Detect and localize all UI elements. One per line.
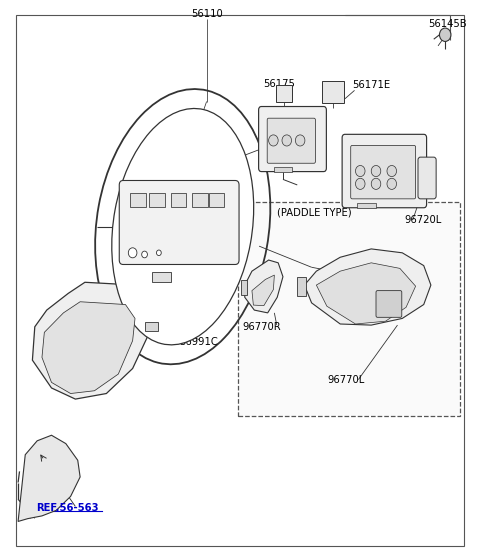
FancyBboxPatch shape — [351, 145, 416, 199]
Circle shape — [387, 165, 396, 177]
Circle shape — [356, 178, 365, 190]
Circle shape — [387, 178, 396, 190]
Circle shape — [282, 135, 291, 146]
Circle shape — [356, 165, 365, 177]
FancyBboxPatch shape — [119, 181, 239, 264]
Text: REF.56-563: REF.56-563 — [36, 503, 98, 513]
Text: 56145B: 56145B — [429, 18, 467, 29]
FancyBboxPatch shape — [418, 157, 436, 199]
Text: 96770L: 96770L — [327, 375, 365, 385]
Bar — [149, 193, 165, 207]
Ellipse shape — [112, 108, 254, 345]
FancyBboxPatch shape — [342, 134, 427, 208]
Bar — [152, 272, 171, 282]
Bar — [192, 193, 207, 207]
Polygon shape — [245, 260, 283, 313]
Bar — [171, 193, 186, 207]
Bar — [209, 193, 224, 207]
Bar — [144, 322, 158, 331]
Text: 96720L: 96720L — [405, 215, 442, 225]
Text: 56175: 56175 — [263, 79, 295, 89]
Bar — [275, 167, 292, 172]
Bar — [357, 203, 376, 209]
Bar — [241, 280, 247, 295]
Polygon shape — [304, 249, 431, 325]
Bar — [297, 277, 306, 296]
Polygon shape — [33, 282, 152, 399]
Text: 56991C: 56991C — [179, 337, 217, 347]
Bar — [276, 85, 292, 102]
Polygon shape — [316, 263, 416, 324]
Text: 56111D: 56111D — [320, 267, 360, 277]
Circle shape — [371, 165, 381, 177]
Circle shape — [269, 135, 278, 146]
Text: 96770R: 96770R — [242, 322, 281, 332]
Circle shape — [156, 250, 161, 255]
Polygon shape — [18, 435, 80, 522]
FancyBboxPatch shape — [259, 107, 326, 172]
Circle shape — [440, 28, 451, 41]
Text: 56171E: 56171E — [352, 80, 390, 90]
Bar — [130, 193, 145, 207]
Polygon shape — [42, 302, 135, 394]
Circle shape — [371, 178, 381, 190]
Polygon shape — [252, 275, 275, 306]
Circle shape — [295, 135, 305, 146]
FancyBboxPatch shape — [267, 118, 315, 163]
Bar — [238, 202, 459, 416]
Text: 96720R: 96720R — [152, 163, 191, 173]
Circle shape — [142, 251, 147, 258]
FancyBboxPatch shape — [376, 291, 402, 318]
Text: (PADDLE TYPE): (PADDLE TYPE) — [277, 208, 352, 218]
Text: 56110: 56110 — [191, 8, 222, 18]
Circle shape — [128, 248, 137, 258]
Bar — [322, 82, 344, 103]
